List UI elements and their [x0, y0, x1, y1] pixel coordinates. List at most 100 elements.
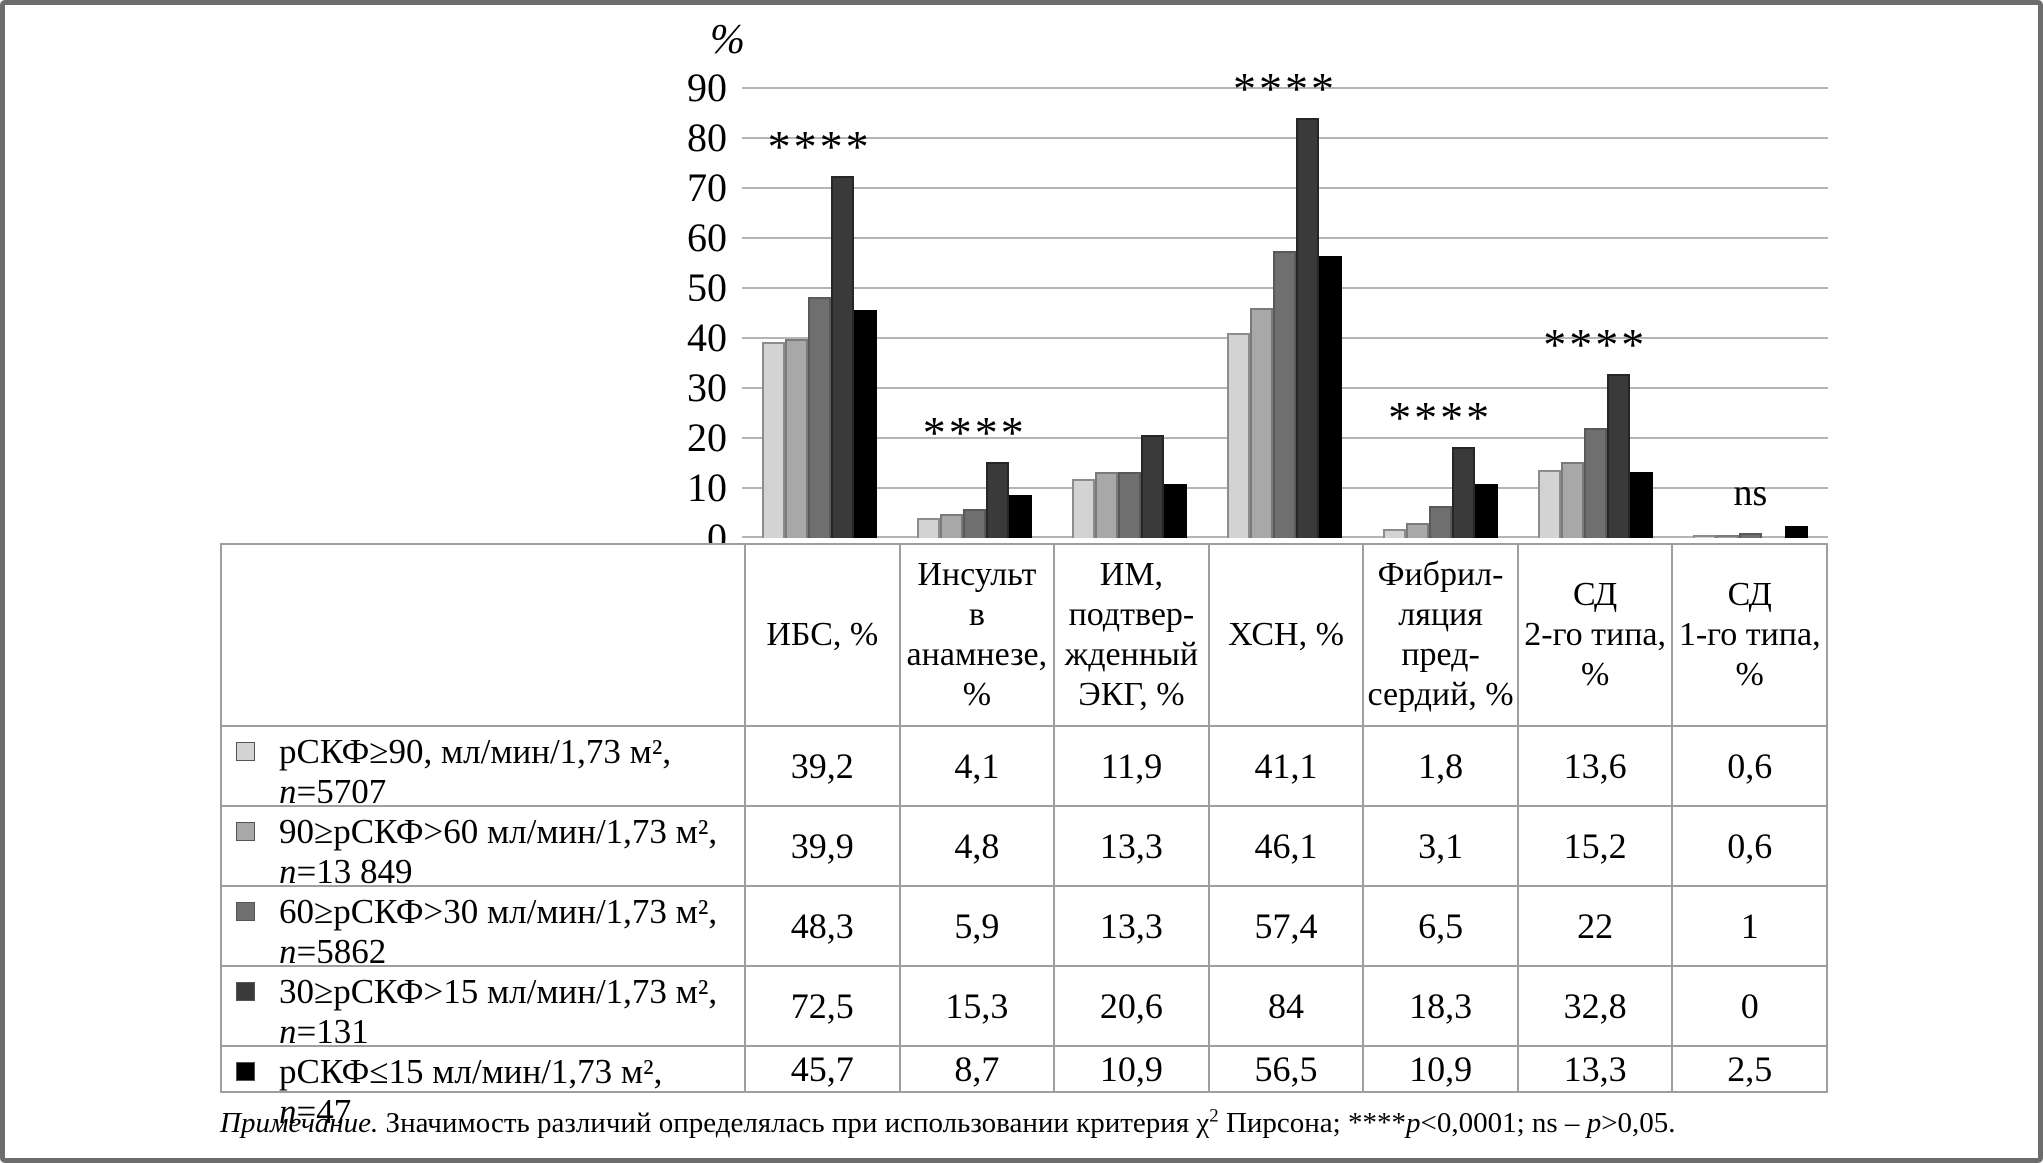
column-header: ХСН, % [1207, 545, 1363, 725]
bar [1319, 255, 1343, 538]
bar [808, 296, 832, 538]
legend-swatch [236, 982, 255, 1001]
table-value-cell: 6,5 [1362, 885, 1517, 965]
table-corner-cell [222, 545, 744, 725]
chart-plot: 0 10 20 30 40 50 60 70 80 90 **** **** **** **** **** n… [687, 66, 1828, 560]
bar-group [1052, 88, 1207, 538]
table-value-cell: 4,1 [898, 725, 1054, 805]
bar [785, 338, 809, 538]
bar [1560, 462, 1584, 538]
significance-annotation: **** [1388, 391, 1493, 443]
legend-label-text: 90≥рСКФ>60 мл/мин/1,73 м², n=13 849 [279, 812, 718, 891]
table-value-cell: 8,7 [898, 1045, 1054, 1091]
bar [1382, 529, 1406, 538]
column-header: ИБС, % [744, 545, 899, 725]
legend-row-label: рСКФ≥90, мл/мин/1,73 м², n=5707 [222, 725, 744, 811]
table-value-cell: 0,6 [1671, 805, 1826, 885]
bar-group: **** [1363, 88, 1518, 538]
bar [1273, 251, 1297, 538]
bar [986, 461, 1010, 538]
bar [1227, 332, 1251, 538]
bar [1537, 470, 1561, 538]
bar [854, 309, 878, 538]
bar [1784, 525, 1808, 538]
bar [1296, 118, 1320, 538]
footnote-segment: 2 [1209, 1105, 1219, 1127]
table-value-cell: 13,3 [1053, 805, 1208, 885]
bar [1095, 471, 1119, 538]
bar-group: **** [897, 88, 1052, 538]
table-value-cell: 20,6 [1053, 965, 1208, 1045]
footnote: Примечание. Значимость различий определя… [220, 1105, 1860, 1141]
table-value-cell: 1 [1671, 885, 1826, 965]
bar [762, 342, 786, 538]
table-value-cell: 72,5 [744, 965, 899, 1045]
legend-swatch [236, 902, 255, 921]
footnote-segment: Пирсона; **** [1218, 1107, 1406, 1139]
legend-row-label: 30≥рСКФ>15 мл/мин/1,73 м², n=131 [222, 965, 744, 1051]
gridline [742, 137, 1828, 139]
table-value-cell: 48,3 [744, 885, 899, 965]
legend-swatch [236, 742, 255, 761]
y-tick-label: 10 [687, 465, 727, 510]
bar [1738, 533, 1762, 538]
gridline [742, 187, 1828, 189]
legend-row-label: рСКФ≤15 мл/мин/1,73 м², n=47 [222, 1045, 744, 1131]
table-value-cell: 39,9 [744, 805, 899, 885]
footnote-segment: p [1405, 1107, 1421, 1139]
bar [917, 517, 941, 538]
y-tick-label: 90 [687, 65, 727, 110]
table-value-cell: 11,9 [1053, 725, 1208, 805]
legend-label-text: 60≥рСКФ>30 мл/мин/1,73 м², n=5862 [279, 892, 718, 971]
bar-groups: **** **** **** **** **** ns [742, 66, 1828, 538]
significance-annotation: ns [1733, 471, 1768, 514]
significance-annotation: **** [1232, 63, 1337, 114]
table-value-cell: 0,6 [1671, 725, 1826, 805]
y-axis-title: % [710, 17, 745, 63]
bar-group: **** [742, 88, 897, 538]
table-value-cell: 3,1 [1362, 805, 1517, 885]
table-value-cell: 4,8 [898, 805, 1054, 885]
bar [831, 175, 855, 538]
bar [1606, 374, 1630, 538]
table-value-cell: 10,9 [1362, 1045, 1517, 1091]
legend-swatch [236, 1062, 255, 1081]
legend-row-label: 90≥рСКФ>60 мл/мин/1,73 м², n=13 849 [222, 805, 744, 891]
footnote-segment: <0,0001; ns – [1420, 1107, 1587, 1139]
bar [1428, 505, 1452, 538]
table-value-cell: 13,3 [1516, 1045, 1672, 1091]
bar [1583, 428, 1607, 538]
legend-label-text: рСКФ≤15 мл/мин/1,73 м², n=47 [279, 1052, 663, 1131]
table-value-cell: 57,4 [1207, 885, 1363, 965]
footnote-segment: p [1586, 1107, 1602, 1139]
table-value-cell: 32,8 [1516, 965, 1672, 1045]
y-tick-label: 80 [687, 115, 727, 160]
bar [1250, 307, 1274, 538]
footnote-segment: >0,05. [1601, 1107, 1676, 1139]
bar [1692, 535, 1716, 538]
y-tick-label: 50 [687, 265, 727, 310]
bar [1405, 522, 1429, 538]
significance-annotation: **** [1543, 319, 1648, 370]
legend-label-text: 30≥рСКФ>15 мл/мин/1,73 м², n=131 [279, 972, 718, 1051]
column-header: ИМ, подтвер- жденный ЭКГ, % [1053, 545, 1208, 725]
legend-label-text: рСКФ≥90, мл/мин/1,73 м², n=5707 [279, 732, 672, 811]
gridline [742, 237, 1828, 239]
bar [1072, 478, 1096, 538]
footnote-segment: Примечание. [220, 1107, 379, 1139]
data-table: ИБС, % Инсульт в анамнезе, % ИМ, подтвер- … [220, 543, 1828, 1131]
column-header: Инсульт в анамнезе, % [898, 545, 1054, 725]
y-tick-label: 40 [687, 315, 727, 360]
table-value-cell: 15,3 [898, 965, 1054, 1045]
bar [1118, 471, 1142, 538]
table-value-cell: 1,8 [1362, 725, 1517, 805]
bar [1009, 494, 1033, 538]
bar [1141, 435, 1165, 538]
table-value-cell: 22 [1516, 885, 1672, 965]
table-value-cell: 46,1 [1207, 805, 1363, 885]
bar-group: ns [1673, 88, 1828, 538]
bar [940, 514, 964, 538]
table-value-cell: 18,3 [1362, 965, 1517, 1045]
bar [1164, 483, 1188, 538]
y-tick-label: 20 [687, 415, 727, 460]
